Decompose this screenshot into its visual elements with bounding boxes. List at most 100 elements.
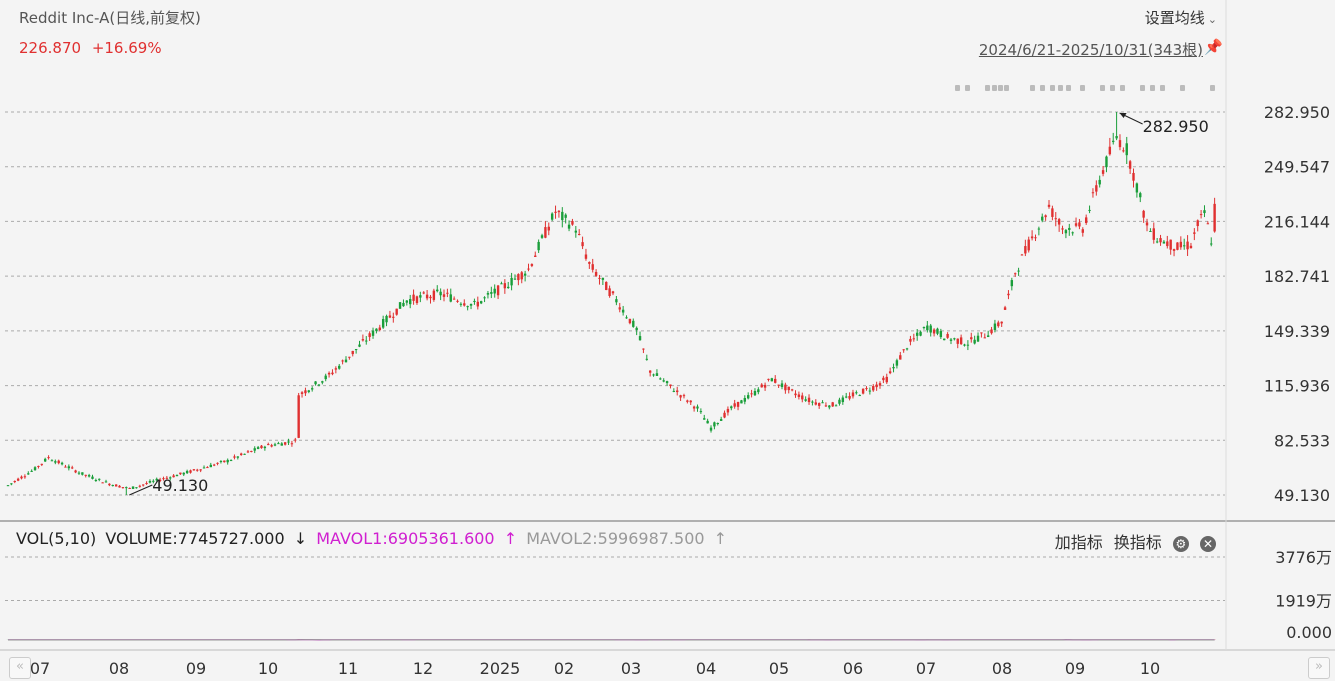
candle [280,442,283,446]
candle [1084,214,1088,225]
candle [774,375,777,384]
candle [605,281,608,291]
candle [243,453,246,455]
candle-body [334,368,338,370]
candle-body [642,348,645,350]
candle-body [476,301,480,307]
candle [696,404,699,412]
candle [757,387,760,395]
candle [1118,134,1122,151]
candle-body [199,469,202,471]
candle-body [267,444,270,446]
candle [659,377,662,380]
chevron-down-icon: ⌄ [1207,13,1217,26]
candle-body [1132,172,1135,181]
candle-body [1206,223,1210,225]
add-indicator-button[interactable]: 加指标 [1054,533,1103,552]
candle-body [145,483,148,485]
candle-body [429,296,432,299]
candle [777,384,780,389]
candle [1003,305,1007,310]
candle-body [578,234,581,236]
candle-body [909,338,912,342]
candle-body [895,360,899,366]
candle-body [71,467,74,469]
candle [114,484,118,487]
candle [817,402,821,409]
candle-body [959,337,963,345]
candle [483,296,486,303]
candle [479,300,483,305]
candle [294,437,297,443]
low-label: 49.130 [152,476,208,495]
candle-body [354,349,358,351]
double-chevron-left-icon[interactable]: « [9,657,31,679]
candle-body [226,459,229,463]
candle [1057,217,1061,232]
candle [642,348,645,354]
candle-body [1145,222,1149,226]
high-arrowhead [1119,113,1127,118]
candle-body [550,213,554,220]
candle-body [733,403,736,407]
candle-body [970,337,973,340]
candle [1162,240,1166,244]
candle-body [770,378,774,382]
candle [50,459,54,462]
candle [1193,228,1196,241]
candle [723,410,726,419]
close-icon[interactable]: ✕ [1200,535,1216,552]
candle-body [240,453,243,455]
candle [121,487,125,489]
candle-body [848,395,851,399]
candle-body [1041,216,1044,221]
candle [983,333,986,339]
candle [155,477,158,482]
candle [902,349,905,353]
candle [270,443,273,448]
candle [341,359,344,365]
candle-body [155,478,158,481]
candle-body [287,441,290,443]
candle-body [16,478,20,481]
candle-body [1074,223,1078,226]
candle [486,290,490,299]
candle-body [43,458,47,462]
candle [990,326,993,335]
candle [676,386,679,396]
candle-body [371,330,375,336]
switch-indicator-button[interactable]: 换指标 [1113,533,1162,552]
date-range[interactable]: 2024/6/21-2025/10/31(343根) [978,41,1203,59]
candle [6,484,10,487]
candle-body [1068,227,1071,230]
candle-body [331,372,334,375]
candle-body [263,446,267,449]
candle [527,263,530,272]
candle-body [1101,170,1105,174]
pin-icon[interactable]: 📌 [1204,38,1223,56]
ma-settings-button[interactable]: 设置均线 ⌄ [1145,7,1217,28]
candle-body [47,457,50,459]
candle-body [1196,220,1199,227]
candle [378,324,381,332]
candle [307,389,311,394]
candle [409,294,412,309]
candle [128,487,131,490]
candle-body [1152,228,1155,240]
high-label: 282.950 [1143,117,1209,136]
double-chevron-right-icon[interactable]: » [1308,657,1330,679]
candle-body [1108,146,1112,155]
candle-body [588,262,591,264]
candle [645,354,648,361]
gear-icon[interactable]: ⚙ [1172,535,1189,552]
candle [1054,212,1057,227]
candle [537,239,540,253]
candle-body [1203,210,1206,214]
candle [351,350,354,357]
candle-body [659,378,662,380]
candle-body [943,338,946,341]
candle-body [260,445,263,449]
candle [807,394,811,405]
candle-body [395,308,398,315]
